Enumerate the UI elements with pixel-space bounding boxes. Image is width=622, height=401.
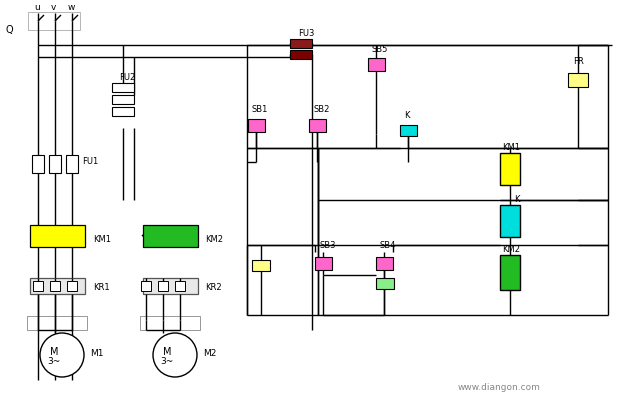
Bar — [175, 281, 185, 291]
Circle shape — [40, 333, 84, 377]
Text: SB2: SB2 — [313, 105, 330, 115]
Text: KM1: KM1 — [93, 235, 111, 243]
Text: SB1: SB1 — [252, 105, 268, 115]
Bar — [500, 205, 520, 237]
Text: SB4: SB4 — [380, 241, 396, 251]
Text: 3~: 3~ — [47, 356, 60, 365]
Bar — [33, 281, 43, 291]
Bar — [158, 281, 168, 291]
Bar — [143, 225, 198, 247]
Text: w: w — [68, 2, 75, 12]
Text: FR: FR — [573, 57, 584, 67]
Text: KM: KM — [378, 282, 391, 292]
Text: KM: KM — [254, 265, 267, 275]
Bar — [252, 260, 270, 271]
Text: K: K — [404, 111, 409, 120]
Circle shape — [153, 333, 197, 377]
Bar — [30, 278, 85, 294]
Bar — [376, 257, 393, 270]
Text: FU1: FU1 — [82, 158, 98, 166]
Bar — [140, 316, 200, 330]
Text: K: K — [514, 194, 519, 203]
Text: SB3: SB3 — [319, 241, 335, 251]
Text: u: u — [34, 2, 40, 12]
Bar — [143, 278, 198, 294]
Text: M1: M1 — [90, 350, 103, 358]
Bar — [66, 155, 78, 173]
Bar — [290, 39, 312, 48]
Bar — [368, 58, 385, 71]
Bar — [290, 50, 312, 59]
Text: KM1: KM1 — [502, 142, 520, 152]
Bar — [27, 316, 87, 330]
Text: SB5: SB5 — [372, 45, 388, 53]
Text: v: v — [51, 2, 57, 12]
Text: www.diangon.com: www.diangon.com — [458, 383, 541, 393]
Bar — [49, 155, 61, 173]
Bar — [248, 119, 265, 132]
Text: 3~: 3~ — [160, 356, 174, 365]
Text: FU2: FU2 — [119, 73, 135, 81]
Text: M2: M2 — [203, 350, 216, 358]
Bar — [315, 257, 332, 270]
Bar — [568, 73, 588, 87]
Text: Q: Q — [5, 25, 12, 35]
Bar — [112, 107, 134, 116]
Bar — [141, 281, 151, 291]
Text: M: M — [50, 347, 58, 357]
Text: KM2: KM2 — [205, 235, 223, 243]
Bar — [376, 278, 394, 289]
Bar — [309, 119, 326, 132]
Bar — [67, 281, 77, 291]
Bar — [32, 155, 44, 173]
Text: KM2: KM2 — [502, 245, 520, 253]
Bar — [30, 225, 85, 247]
Bar — [28, 12, 80, 30]
Bar — [500, 255, 520, 290]
Text: KR1: KR1 — [93, 282, 109, 292]
Bar — [400, 125, 417, 136]
Text: M: M — [163, 347, 171, 357]
Bar — [112, 83, 134, 92]
Text: KR2: KR2 — [205, 282, 221, 292]
Bar — [112, 95, 134, 104]
Bar — [500, 153, 520, 185]
Text: FU3: FU3 — [298, 30, 314, 38]
Bar — [50, 281, 60, 291]
